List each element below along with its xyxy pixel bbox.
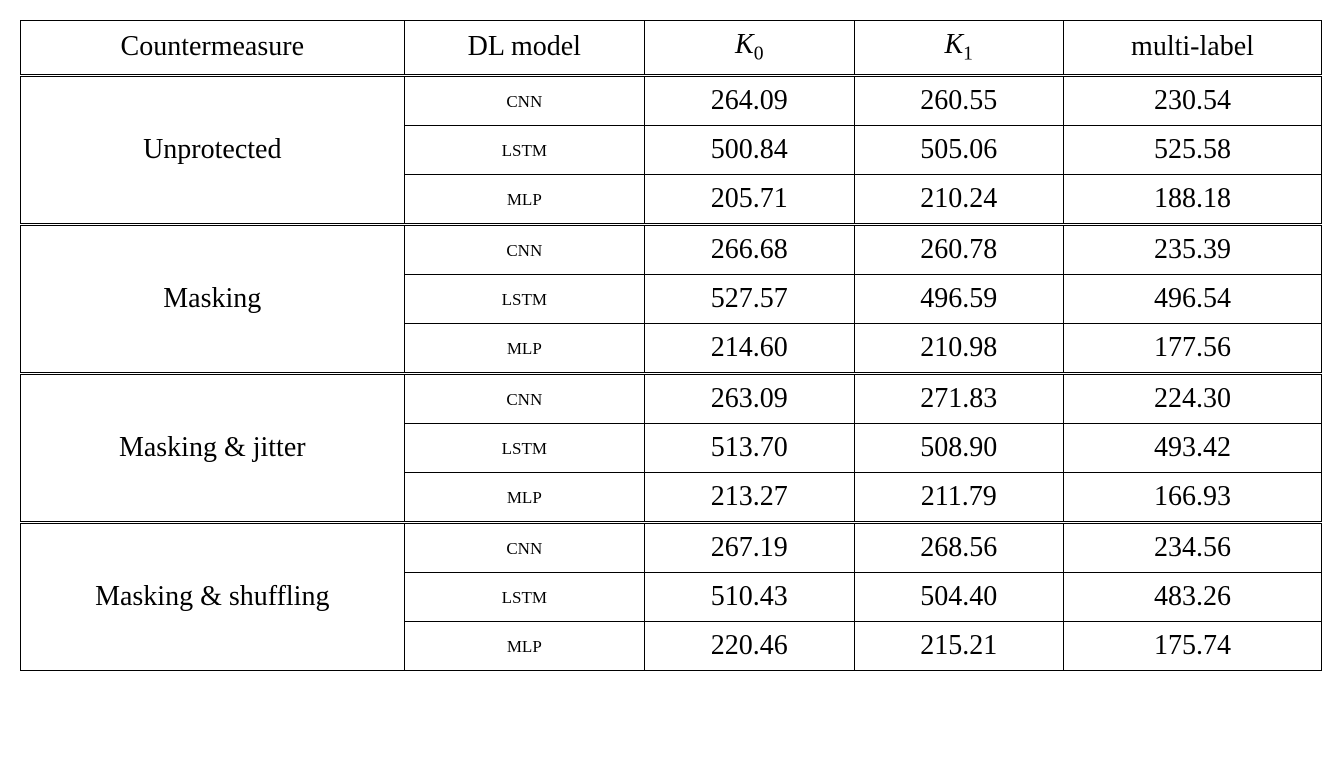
group-label-masking: Masking bbox=[21, 224, 405, 373]
cell-k1: 215.21 bbox=[854, 621, 1063, 670]
cell-k1: 496.59 bbox=[854, 274, 1063, 323]
cell-k1: 260.55 bbox=[854, 75, 1063, 125]
cell-ml: 234.56 bbox=[1063, 522, 1321, 572]
cell-k1: 260.78 bbox=[854, 224, 1063, 274]
cell-model: lstm bbox=[404, 125, 645, 174]
cell-model: mlp bbox=[404, 174, 645, 224]
cell-ml: 224.30 bbox=[1063, 373, 1321, 423]
cell-k1: 508.90 bbox=[854, 423, 1063, 472]
group-label-masking-shuffling: Masking & shuffling bbox=[21, 522, 405, 670]
group-label-masking-jitter: Masking & jitter bbox=[21, 373, 405, 522]
group-label-unprotected: Unprotected bbox=[21, 75, 405, 224]
cell-model: cnn bbox=[404, 75, 645, 125]
cell-k1: 268.56 bbox=[854, 522, 1063, 572]
cell-ml: 235.39 bbox=[1063, 224, 1321, 274]
table-header-row: Countermeasure DL model K0 K1 multi-labe… bbox=[21, 21, 1322, 76]
cell-k0: 205.71 bbox=[645, 174, 854, 224]
cell-ml: 188.18 bbox=[1063, 174, 1321, 224]
cell-k0: 513.70 bbox=[645, 423, 854, 472]
cell-model: mlp bbox=[404, 472, 645, 522]
cell-ml: 493.42 bbox=[1063, 423, 1321, 472]
cell-model: lstm bbox=[404, 423, 645, 472]
header-multi-label: multi-label bbox=[1063, 21, 1321, 76]
results-table: Countermeasure DL model K0 K1 multi-labe… bbox=[20, 20, 1322, 671]
table-row: Masking cnn 266.68 260.78 235.39 bbox=[21, 224, 1322, 274]
cell-ml: 166.93 bbox=[1063, 472, 1321, 522]
cell-model: cnn bbox=[404, 522, 645, 572]
cell-k1: 271.83 bbox=[854, 373, 1063, 423]
header-countermeasure: Countermeasure bbox=[21, 21, 405, 76]
cell-ml: 496.54 bbox=[1063, 274, 1321, 323]
table-row: Masking & jitter cnn 263.09 271.83 224.3… bbox=[21, 373, 1322, 423]
cell-k1: 210.24 bbox=[854, 174, 1063, 224]
cell-k0: 214.60 bbox=[645, 323, 854, 373]
cell-k0: 267.19 bbox=[645, 522, 854, 572]
header-k1-sub: 1 bbox=[963, 44, 973, 65]
header-dl-model: DL model bbox=[404, 21, 645, 76]
table-row: Unprotected cnn 264.09 260.55 230.54 bbox=[21, 75, 1322, 125]
cell-model: mlp bbox=[404, 323, 645, 373]
cell-ml: 175.74 bbox=[1063, 621, 1321, 670]
header-k1: K1 bbox=[854, 21, 1063, 76]
cell-model: mlp bbox=[404, 621, 645, 670]
cell-model: lstm bbox=[404, 572, 645, 621]
cell-k1: 504.40 bbox=[854, 572, 1063, 621]
cell-k0: 510.43 bbox=[645, 572, 854, 621]
cell-k1: 211.79 bbox=[854, 472, 1063, 522]
cell-k0: 264.09 bbox=[645, 75, 854, 125]
header-k0-sub: 0 bbox=[754, 44, 764, 65]
cell-k0: 527.57 bbox=[645, 274, 854, 323]
header-k1-prefix: K bbox=[944, 29, 963, 60]
cell-k0: 220.46 bbox=[645, 621, 854, 670]
cell-model: cnn bbox=[404, 373, 645, 423]
table-body: Unprotected cnn 264.09 260.55 230.54 lst… bbox=[21, 75, 1322, 670]
cell-k0: 500.84 bbox=[645, 125, 854, 174]
cell-k1: 505.06 bbox=[854, 125, 1063, 174]
header-k0-prefix: K bbox=[735, 29, 754, 60]
cell-model: lstm bbox=[404, 274, 645, 323]
cell-k0: 213.27 bbox=[645, 472, 854, 522]
table-row: Masking & shuffling cnn 267.19 268.56 23… bbox=[21, 522, 1322, 572]
cell-k0: 266.68 bbox=[645, 224, 854, 274]
cell-ml: 230.54 bbox=[1063, 75, 1321, 125]
cell-ml: 177.56 bbox=[1063, 323, 1321, 373]
header-k0: K0 bbox=[645, 21, 854, 76]
cell-ml: 525.58 bbox=[1063, 125, 1321, 174]
cell-k0: 263.09 bbox=[645, 373, 854, 423]
cell-k1: 210.98 bbox=[854, 323, 1063, 373]
cell-model: cnn bbox=[404, 224, 645, 274]
cell-ml: 483.26 bbox=[1063, 572, 1321, 621]
